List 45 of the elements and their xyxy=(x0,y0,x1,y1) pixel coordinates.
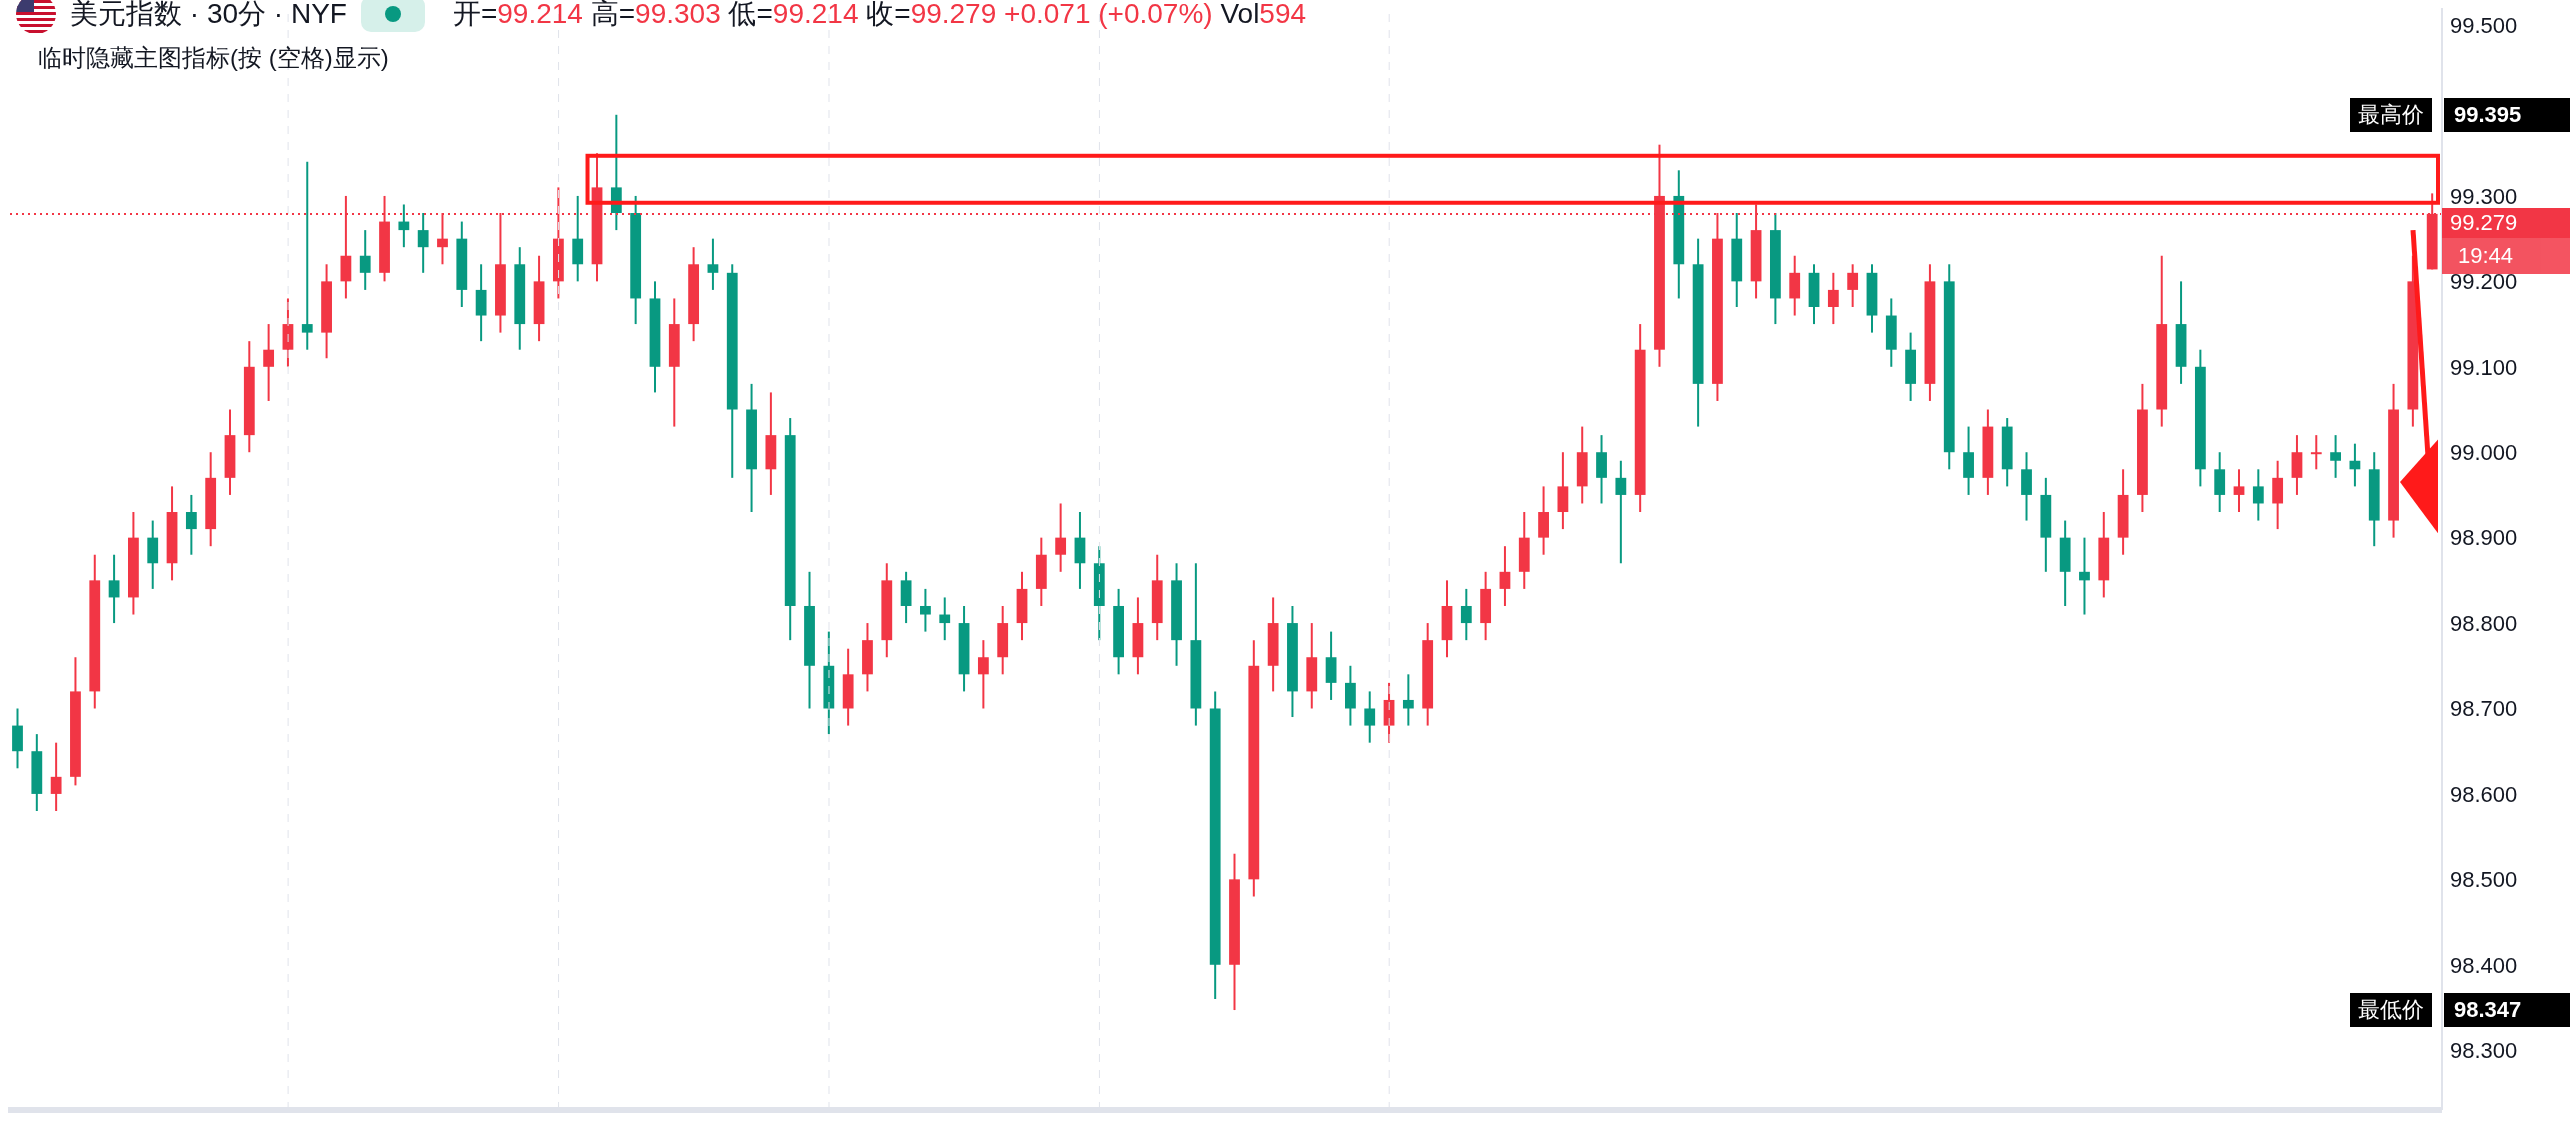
ref-line-label: 99.279 xyxy=(2442,207,2570,238)
text: 99.395 xyxy=(2444,97,2570,132)
y-tick-label: 99.200 xyxy=(2450,269,2518,295)
candlestick xyxy=(1499,545,1511,607)
candlestick xyxy=(398,203,410,249)
candlestick xyxy=(1055,502,1067,573)
candlestick xyxy=(939,596,951,642)
text: 98.347 xyxy=(2444,993,2570,1028)
candlestick xyxy=(2252,468,2264,522)
candlestick xyxy=(1364,690,1376,744)
candlestick xyxy=(301,160,313,351)
candlestick xyxy=(1402,673,1414,727)
candlestick xyxy=(920,587,931,633)
candlestick xyxy=(50,741,62,813)
y-tick-label: 98.500 xyxy=(2450,867,2518,893)
candlestick xyxy=(2330,434,2341,479)
candlestick xyxy=(108,553,120,625)
annotation: 临时隐藏主图指标(按 (空格)显示) xyxy=(38,43,389,73)
candlestick xyxy=(1615,459,1627,565)
text: 19:44 xyxy=(2458,242,2514,268)
candlestick xyxy=(359,229,371,291)
y-tick-label: 98.300 xyxy=(2450,1038,2518,1064)
y-tick-label: 98.900 xyxy=(2450,525,2518,551)
candlestick xyxy=(2079,536,2090,616)
candlestick xyxy=(2310,434,2322,471)
candlestick xyxy=(1827,271,1839,326)
y-tick-label: 99.100 xyxy=(2450,354,2518,380)
y-tick-label: 98.400 xyxy=(2450,952,2518,978)
candlestick xyxy=(707,237,719,291)
candlestick xyxy=(417,212,429,274)
candlestick xyxy=(977,639,989,710)
y-tick-label: 98.800 xyxy=(2450,610,2518,636)
annotation: 最高价 xyxy=(2350,97,2432,132)
annotation: 最低价 xyxy=(2350,993,2432,1028)
candlestick xyxy=(185,493,197,556)
y-tick-label: 99.000 xyxy=(2450,440,2518,466)
candlestick xyxy=(263,323,275,402)
y-tick-label: 98.600 xyxy=(2450,781,2518,807)
text: 开=99.214 高=99.303 低=99.214 收=99.279 +0.071 (+0.07%) Vol594 xyxy=(452,0,1307,29)
candlestick xyxy=(1847,263,1859,308)
candlestick xyxy=(2233,468,2245,514)
y-tick-label: 99.500 xyxy=(2450,12,2518,38)
candlestick xyxy=(1460,587,1472,642)
y-tick-label: 99.300 xyxy=(2450,183,2518,209)
y-tick-label: 98.700 xyxy=(2450,696,2518,722)
